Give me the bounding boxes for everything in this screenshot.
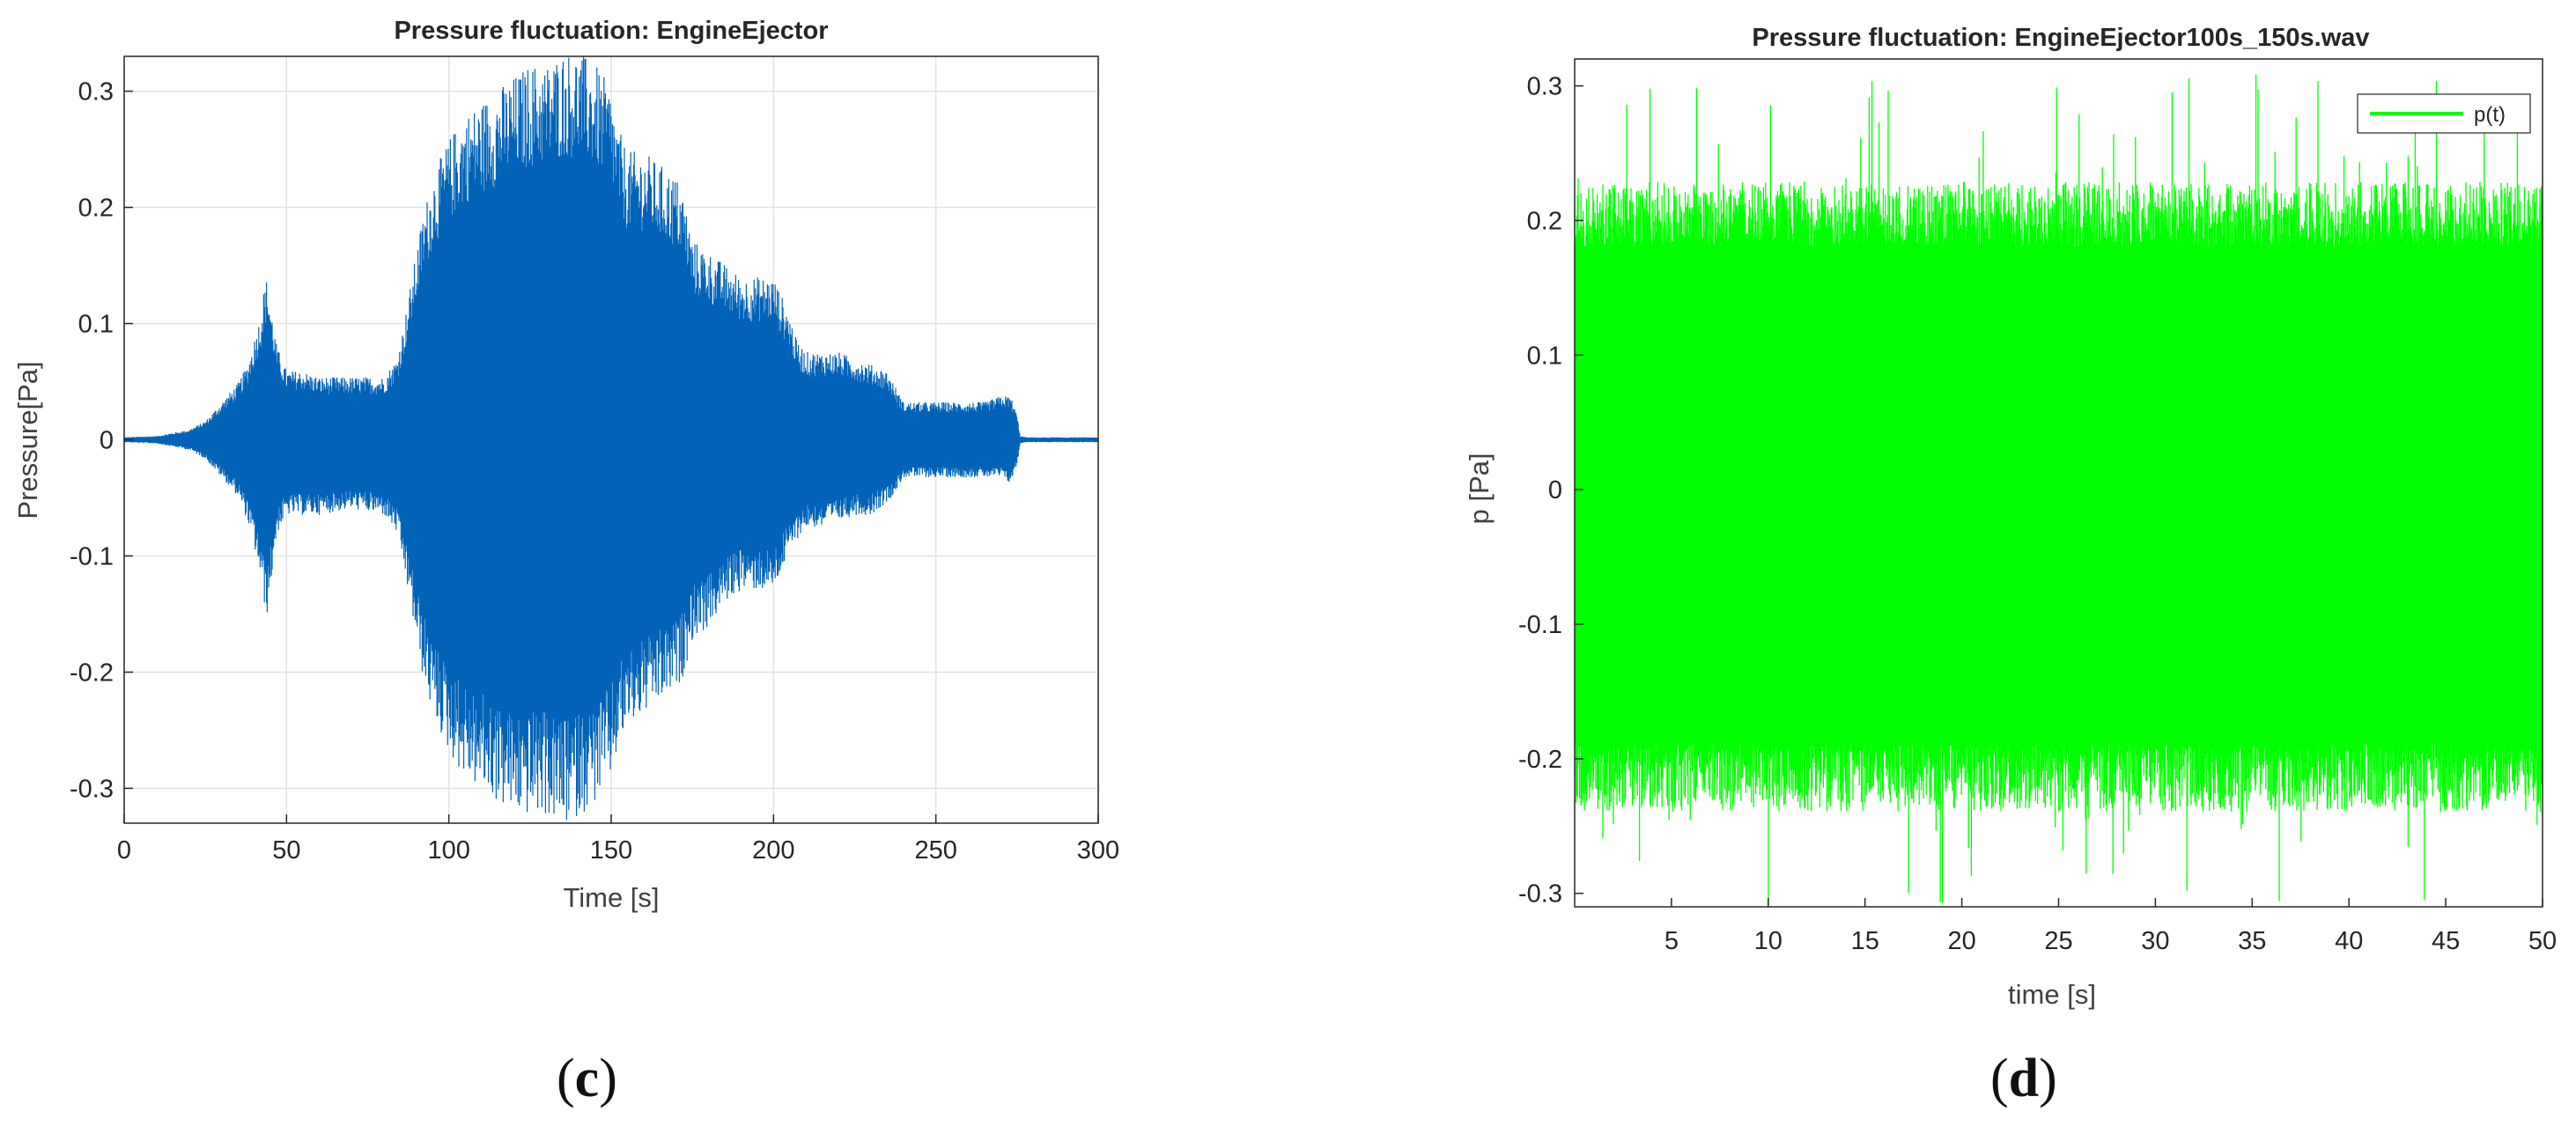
chart-c-xtick-label: 100 (427, 836, 469, 865)
chart-c-signal-series (123, 56, 1099, 820)
chart-d-xtick-label: 45 (2432, 927, 2460, 955)
chart-d-xtick-label: 25 (2044, 927, 2072, 955)
chart-d-xtick-label: 50 (2528, 927, 2557, 955)
chart-d-xlabel: time [s] (2008, 979, 2096, 1010)
chart-c-xtick-label: 150 (590, 836, 632, 865)
chart-c-ytick-label: 0.3 (78, 78, 114, 107)
chart-c-ytick-label: -0.3 (70, 775, 114, 803)
chart-c-xtick-label: 300 (1077, 836, 1119, 865)
chart-d-xtick-label: 40 (2335, 927, 2363, 955)
caption-d: (d) (1990, 1049, 2057, 1108)
chart-c-ytick-label: 0.2 (78, 195, 114, 223)
chart-d-xtick-label: 15 (1851, 927, 1879, 955)
chart-d-xtick-label: 20 (1947, 927, 1975, 955)
chart-d-xtick-label: 10 (1754, 927, 1783, 955)
chart-d-ytick-label: -0.3 (1518, 880, 1562, 909)
chart-c-svg: Pressure fluctuation: EngineEjector Time… (12, 17, 1119, 913)
chart-c-ytick-label: 0 (100, 427, 114, 455)
chart-d-title: Pressure fluctuation: EngineEjector100s_… (1752, 24, 2369, 52)
chart-c-signal-path (123, 56, 1099, 820)
chart-c-ytick-label: 0.1 (78, 311, 114, 339)
chart-c-xlabel: Time [s] (563, 882, 659, 913)
chart-d-ylabel: p [Pa] (1464, 453, 1495, 525)
chart-d-signal-core (1575, 247, 2543, 744)
chart-c-ytick-label: -0.2 (70, 659, 114, 687)
chart-d-ytick-label: 0.2 (1527, 207, 1562, 235)
chart-d-legend-label: p(t) (2474, 103, 2506, 127)
chart-d-legend: p(t) (2357, 93, 2531, 134)
chart-c-ytick-label: -0.1 (70, 542, 114, 570)
chart-c-ticks: 0 50 100 150 200 250 300 -0.3 -0.2 -0.1 0 0.1 0.2 0.3 (70, 78, 1119, 865)
chart-panel-c: Pressure fluctuation: EngineEjector Time… (0, 0, 1145, 1141)
caption-d-letter: d (2008, 1049, 2040, 1108)
chart-d-ytick-label: 0.3 (1527, 73, 1562, 101)
chart-c-xtick-label: 200 (752, 836, 794, 865)
chart-c-ylabel: Pressure[Pa] (12, 361, 43, 519)
chart-d-ytick-label: 0.1 (1527, 342, 1562, 370)
chart-d-xtick-label: 5 (1664, 927, 1679, 955)
chart-d-xtick-label: 30 (2141, 927, 2169, 955)
chart-d-ticks: 5 10 15 20 25 30 35 40 45 50 -0.3 -0.2 -0.1 0 0.1 0.2 0.… (1518, 73, 2557, 955)
chart-d-xtick-label: 35 (2238, 927, 2266, 955)
chart-d-signal-series (1574, 74, 2543, 906)
chart-panel-d: Pressure fluctuation: EngineEjector100s_… (1444, 0, 2576, 1141)
chart-c-xtick-label: 50 (272, 836, 300, 865)
chart-d-svg: Pressure fluctuation: EngineEjector100s_… (1464, 24, 2557, 1010)
caption-c-letter: c (574, 1049, 600, 1108)
chart-d-ytick-label: -0.1 (1518, 611, 1562, 639)
chart-c-xtick-label: 0 (117, 836, 131, 865)
caption-c: (c) (557, 1049, 617, 1108)
chart-c-xtick-label: 250 (914, 836, 956, 865)
chart-c-title: Pressure fluctuation: EngineEjector (394, 17, 828, 45)
chart-d-ytick-label: 0 (1548, 476, 1562, 504)
chart-d-ytick-label: -0.2 (1518, 746, 1562, 774)
